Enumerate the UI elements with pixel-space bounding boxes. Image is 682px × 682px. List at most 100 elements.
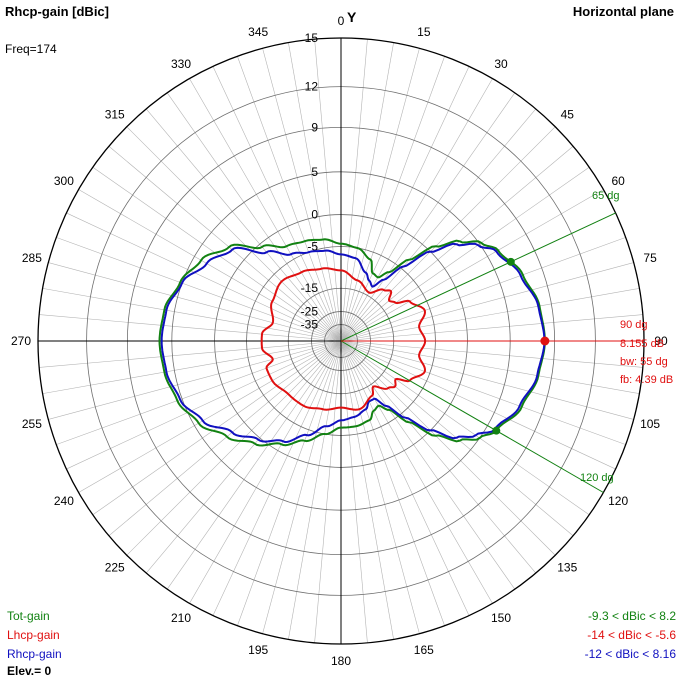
grid-spoke	[340, 340, 516, 590]
grid-spoke	[340, 340, 640, 394]
angle-tick-label: 45	[561, 108, 575, 122]
angle-tick-label: 150	[491, 611, 511, 625]
grid-spoke	[340, 340, 634, 420]
beam-edge-dot-upper	[506, 257, 515, 266]
radial-tick-label: -25	[301, 305, 319, 319]
grid-spoke	[146, 340, 342, 574]
grid-spoke	[39, 340, 342, 368]
tot-gain-curve	[158, 238, 546, 447]
grid-spoke	[340, 42, 394, 342]
polar-grid: 0153045607590105120135150165180195210225…	[11, 14, 668, 668]
marker-lower-label: 120 dg	[580, 472, 614, 484]
grid-spoke	[340, 48, 420, 342]
grid-spoke	[314, 340, 342, 643]
plane-label: Horizontal plane	[572, 4, 674, 19]
grid-spoke	[262, 340, 342, 634]
grid-spoke	[78, 189, 342, 342]
radial-tick-label: 5	[311, 165, 318, 179]
grid-spoke	[288, 42, 342, 342]
grid-spoke	[42, 288, 342, 342]
grid-spoke	[314, 39, 342, 342]
angle-tick-label: 60	[611, 174, 625, 188]
grid-spoke	[212, 340, 342, 616]
radial-tick-label: 12	[305, 80, 319, 94]
grid-spoke	[340, 340, 470, 616]
angle-tick-label: 330	[171, 57, 191, 71]
grid-spoke	[126, 126, 342, 342]
grid-spoke	[42, 340, 342, 394]
grid-spoke	[48, 340, 342, 420]
legend-rhcp-range: -12 < dBic < 8.16	[584, 647, 676, 661]
grid-spoke	[340, 108, 536, 342]
grid-spoke	[212, 66, 342, 342]
grid-spoke	[340, 56, 445, 342]
rhcp-gain-curve	[160, 242, 546, 444]
grid-spoke	[340, 340, 368, 643]
marker-upper-label: 65 dg	[592, 190, 620, 202]
angle-tick-label: 210	[171, 611, 191, 625]
grid-spoke	[340, 262, 634, 342]
radial-tick-label: 9	[311, 120, 318, 134]
lhcp-gain-curve	[260, 267, 427, 411]
beam-edge-line-upper	[340, 212, 616, 342]
grid-spoke	[340, 340, 536, 574]
grid-spoke	[340, 340, 556, 556]
radial-tick-label: -15	[301, 281, 319, 295]
grid-spoke	[340, 340, 626, 445]
main-angle-label: 90 dg	[620, 319, 648, 331]
grid-spoke	[340, 66, 470, 342]
grid-spoke	[340, 189, 604, 342]
angle-tick-label: 135	[557, 560, 577, 574]
angle-tick-label: 75	[643, 251, 657, 265]
grid-spoke	[237, 56, 342, 342]
radial-tick-label: 0	[311, 208, 318, 222]
angle-tick-label: 0	[338, 14, 345, 28]
angle-tick-label: 105	[640, 417, 660, 431]
radial-tick-label: -35	[301, 318, 319, 332]
angle-tick-label: 315	[105, 108, 125, 122]
beam-edge-line-lower	[340, 340, 604, 493]
main-gain-label: 8.155 dB	[620, 338, 665, 350]
freq-label: Freq=174	[5, 42, 57, 56]
grid-spoke	[237, 340, 342, 626]
legend-tot-range: -9.3 < dBic < 8.2	[587, 609, 676, 623]
angle-tick-label: 345	[248, 25, 268, 39]
max-gain-dot	[540, 336, 550, 346]
grid-spoke	[340, 237, 626, 342]
angle-tick-label: 120	[608, 494, 628, 508]
grid-spoke	[189, 78, 342, 342]
angle-tick-label: 225	[105, 560, 125, 574]
grid-spoke	[108, 146, 342, 342]
angle-tick-label: 165	[414, 643, 434, 657]
main-fb-label: fb: 4.39 dB	[620, 374, 674, 386]
grid-spoke	[39, 314, 342, 342]
legend-rhcp-name: Rhcp-gain	[7, 647, 62, 661]
grid-spoke	[92, 166, 342, 342]
angle-tick-label: 270	[11, 334, 31, 348]
grid-spoke	[262, 48, 342, 342]
grid-spoke	[166, 340, 342, 590]
grid-spoke	[56, 340, 342, 445]
angle-tick-label: 90	[654, 334, 668, 348]
grid-spoke	[340, 340, 420, 634]
grid-spoke	[340, 78, 493, 342]
angle-tick-label: 300	[54, 174, 74, 188]
grid-spoke	[340, 340, 590, 516]
grid-spoke	[340, 39, 368, 342]
marker-overlay	[340, 212, 644, 493]
grid-spoke	[340, 340, 643, 368]
angle-tick-label: 15	[417, 25, 431, 39]
grid-spoke	[146, 108, 342, 342]
angle-tick-label: 30	[494, 57, 508, 71]
grid-spoke	[340, 340, 445, 626]
legend-tot-name: Tot-gain	[7, 609, 50, 623]
grid-spoke	[340, 288, 640, 342]
grid-spoke	[288, 340, 342, 640]
grid-spoke	[126, 340, 342, 556]
angle-tick-label: 285	[22, 251, 42, 265]
angle-tick-label: 195	[248, 643, 268, 657]
grid-spoke	[340, 340, 394, 640]
grid-spoke	[78, 340, 342, 493]
chart-title: Rhcp-gain [dBic]	[5, 4, 109, 19]
